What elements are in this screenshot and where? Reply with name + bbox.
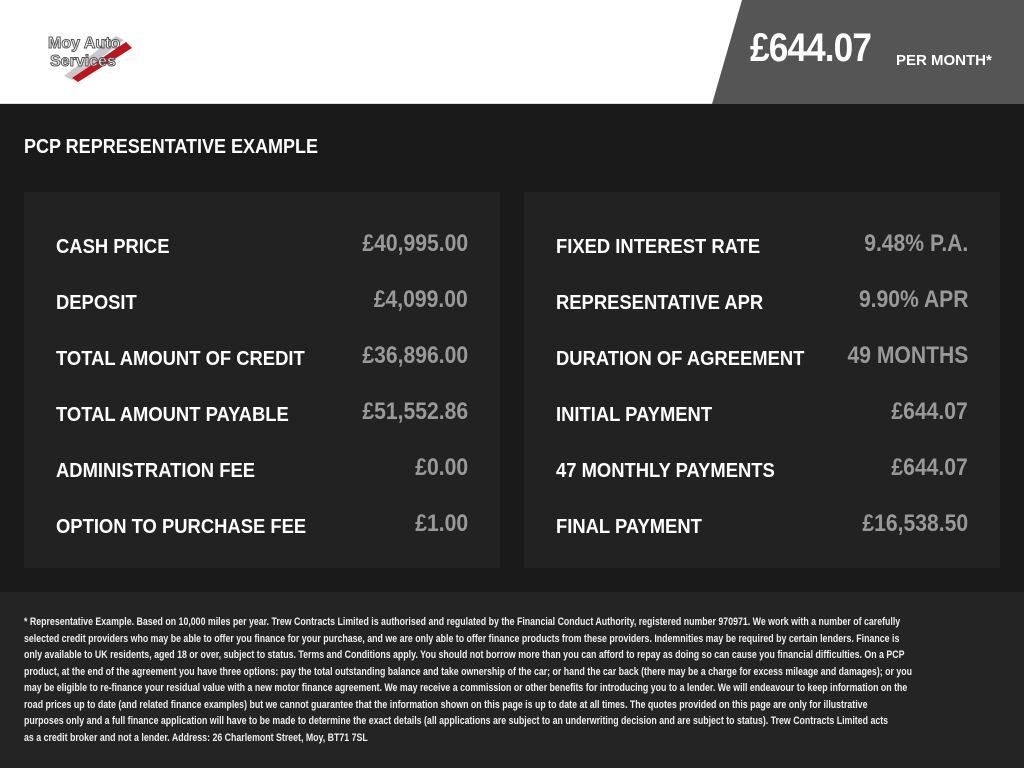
finance-row: DURATION OF AGREEMENT 49 MONTHS (556, 342, 968, 372)
row-label: TOTAL AMOUNT OF CREDIT (56, 348, 305, 370)
finance-row: 47 MONTHLY PAYMENTS £644.07 (556, 454, 968, 484)
svg-text:Moy Auto: Moy Auto (48, 35, 121, 52)
finance-row: FIXED INTEREST RATE 9.48% P.A. (556, 230, 968, 260)
row-value: £51,552.86 (362, 398, 468, 425)
disclaimer-line: road prices up to date (and related fina… (24, 698, 868, 711)
row-label: FIXED INTEREST RATE (556, 236, 761, 258)
per-month-label: PER MONTH* (896, 52, 992, 69)
disclaimer-line: may be eligible to re-finance your resid… (24, 682, 908, 694)
svg-text:Services: Services (50, 53, 116, 70)
row-label: FINAL PAYMENT (556, 516, 702, 538)
row-label: ADMINISTRATION FEE (56, 460, 255, 482)
finance-row: OPTION TO PURCHASE FEE £1.00 (56, 510, 468, 540)
row-label: TOTAL AMOUNT PAYABLE (56, 404, 289, 426)
finance-row: CASH PRICE £40,995.00 (56, 230, 468, 260)
disclaimer-line: selected credit providers who may be abl… (24, 632, 900, 645)
finance-row: TOTAL AMOUNT PAYABLE £51,552.86 (56, 398, 468, 428)
finance-row: DEPOSIT £4,099.00 (56, 286, 468, 316)
row-value: £0.00 (415, 454, 468, 481)
finance-row: INITIAL PAYMENT £644.07 (556, 398, 968, 428)
disclaimer-line: * Representative Example. Based on 10,00… (24, 616, 901, 628)
finance-row: REPRESENTATIVE APR 9.90% APR (556, 286, 968, 316)
row-label: 47 MONTHLY PAYMENTS (556, 460, 775, 482)
row-value: £16,538.50 (862, 510, 968, 537)
row-value: £644.07 (891, 398, 968, 425)
disclaimer-line: only available to UK residents, aged 18 … (24, 649, 905, 661)
row-value: 9.48% P.A. (863, 230, 968, 257)
monthly-price-box (712, 0, 1024, 104)
row-label: REPRESENTATIVE APR (556, 292, 764, 314)
finance-row: ADMINISTRATION FEE £0.00 (56, 454, 468, 484)
finance-row: TOTAL AMOUNT OF CREDIT £36,896.00 (56, 342, 468, 372)
row-label: OPTION TO PURCHASE FEE (56, 516, 307, 538)
row-value: £40,995.00 (362, 230, 468, 257)
disclaimer-section: * Representative Example. Based on 10,00… (0, 592, 1024, 768)
row-value: £36,896.00 (362, 342, 468, 369)
monthly-price: £644.07 (750, 26, 872, 70)
row-value: 49 MONTHS (847, 342, 968, 369)
row-value: £1.00 (415, 510, 468, 537)
row-value: 9.90% APR (858, 286, 968, 313)
row-label: DEPOSIT (56, 292, 137, 314)
moy-auto-services-logo[interactable]: Moy Auto Services (44, 24, 154, 84)
disclaimer-line: purposes only and a full finance applica… (24, 715, 889, 727)
disclaimer-line: product, at the end of the agreement you… (24, 665, 913, 678)
row-label: DURATION OF AGREEMENT (556, 348, 805, 370)
disclaimer-line: as a credit broker and not a lender. Add… (24, 731, 368, 744)
row-value: £644.07 (891, 454, 968, 481)
finance-panel-left: CASH PRICE £40,995.00 DEPOSIT £4,099.00 TO… (24, 192, 500, 568)
finance-row: FINAL PAYMENT £16,538.50 (556, 510, 968, 540)
finance-panel-right: FIXED INTEREST RATE 9.48% P.A. REPRESENTA… (524, 192, 1000, 568)
row-value: £4,099.00 (374, 286, 468, 313)
row-label: INITIAL PAYMENT (556, 404, 713, 426)
page-title: PCP REPRESENTATIVE EXAMPLE (24, 136, 319, 158)
row-label: CASH PRICE (56, 236, 170, 258)
